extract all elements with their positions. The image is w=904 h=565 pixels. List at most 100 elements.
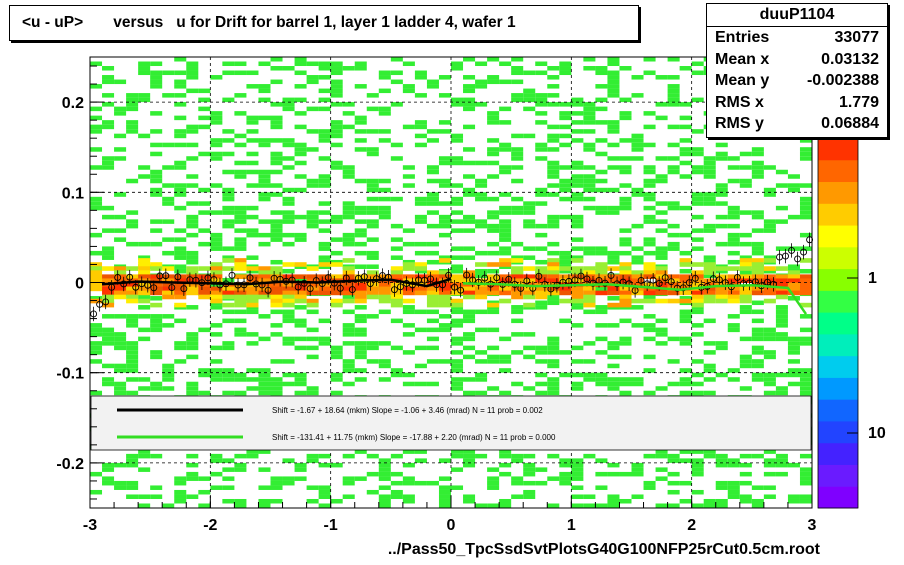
scatter-cell xyxy=(595,106,608,112)
scatter-cell xyxy=(475,178,488,184)
scatter-cell xyxy=(150,169,163,175)
band-cell xyxy=(402,262,415,267)
scatter-cell xyxy=(294,372,307,378)
scatter-cell xyxy=(451,66,464,71)
band-cell xyxy=(667,282,680,288)
scatter-cell xyxy=(751,345,764,351)
scatter-cell xyxy=(186,494,199,499)
scatter-cell xyxy=(751,336,764,342)
scatter-cell xyxy=(547,336,560,342)
profile-point xyxy=(390,286,398,294)
profile-point xyxy=(102,298,110,306)
scatter-cell xyxy=(162,237,175,242)
band-cell xyxy=(246,302,259,308)
band-cell xyxy=(90,282,103,288)
scatter-cell xyxy=(583,66,596,71)
scatter-cell xyxy=(571,160,584,166)
band-cell xyxy=(114,278,127,284)
band-cell xyxy=(186,270,199,275)
scatter-cell xyxy=(174,264,187,269)
scatter-cell xyxy=(342,368,355,373)
scatter-cell xyxy=(655,449,668,454)
scatter-cell xyxy=(607,323,620,328)
scatter-cell xyxy=(451,368,464,373)
scatter-cell xyxy=(306,309,319,315)
scatter-cell xyxy=(787,345,800,351)
scatter-cell xyxy=(306,223,319,229)
band-cell xyxy=(619,298,632,304)
band-cell xyxy=(655,274,668,279)
scatter-cell xyxy=(583,503,596,508)
scatter-cell xyxy=(523,223,536,229)
scatter-cell xyxy=(667,88,680,94)
band-cell xyxy=(234,302,247,308)
scatter-cell xyxy=(102,341,115,346)
scatter-cell xyxy=(667,97,680,103)
scatter-cell xyxy=(162,142,175,148)
scatter-cell xyxy=(571,381,584,387)
scatter-cell xyxy=(366,471,379,477)
scatter-cell xyxy=(426,196,439,202)
scatter-cell xyxy=(126,223,139,229)
band-cell xyxy=(438,286,451,292)
scatter-cell xyxy=(378,462,391,468)
band-cell xyxy=(739,266,752,271)
y-tick-label: 0.1 xyxy=(62,185,84,202)
scatter-cell xyxy=(354,264,367,269)
scatter-cell xyxy=(463,458,476,463)
scatter-cell xyxy=(631,377,644,382)
scatter-cell xyxy=(571,494,584,499)
scatter-cell xyxy=(523,97,536,103)
stats-label: Mean x xyxy=(715,50,770,68)
scatter-cell xyxy=(198,115,211,121)
scatter-cell xyxy=(378,503,391,508)
band-cell xyxy=(451,302,464,308)
scatter-cell xyxy=(390,79,403,85)
band-cell xyxy=(102,278,115,284)
stats-value: -0.002388 xyxy=(806,72,879,89)
scatter-cell xyxy=(354,327,367,333)
scatter-cell xyxy=(607,70,620,76)
band-cell xyxy=(715,266,728,271)
scatter-cell xyxy=(463,187,476,193)
scatter-cell xyxy=(342,309,355,315)
scatter-cell xyxy=(426,138,439,143)
scatter-cell xyxy=(727,210,740,215)
band-cell xyxy=(631,282,644,288)
scatter-cell xyxy=(475,390,488,396)
scatter-cell xyxy=(438,120,451,125)
scatter-cell xyxy=(222,246,235,251)
scatter-cell xyxy=(739,165,752,170)
scatter-cell xyxy=(463,214,476,220)
scatter-cell xyxy=(691,192,704,197)
scatter-cell xyxy=(198,476,211,481)
scatter-cell xyxy=(174,160,187,166)
scatter-cell xyxy=(667,471,680,477)
scatter-cell xyxy=(535,223,548,229)
scatter-cell xyxy=(739,453,752,459)
band-cell xyxy=(739,274,752,279)
scatter-cell xyxy=(523,480,536,486)
band-cell xyxy=(763,298,776,304)
scatter-cell xyxy=(643,178,656,184)
scatter-cell xyxy=(270,323,283,328)
scatter-cell xyxy=(354,232,367,238)
scatter-cell xyxy=(210,120,223,125)
profile-point xyxy=(541,280,549,288)
scatter-cell xyxy=(499,192,512,197)
scatter-cell xyxy=(643,336,656,342)
scatter-cell xyxy=(787,372,800,378)
scatter-cell xyxy=(330,102,343,107)
scatter-cell xyxy=(547,124,560,130)
scatter-cell xyxy=(523,133,536,139)
scatter-cell xyxy=(751,241,764,247)
band-cell xyxy=(438,270,451,275)
band-cell xyxy=(691,278,704,284)
scatter-cell xyxy=(487,111,500,116)
scatter-cell xyxy=(487,147,500,152)
band-cell xyxy=(475,294,488,300)
scatter-cell xyxy=(679,318,692,324)
scatter-cell xyxy=(499,498,512,504)
scatter-cell xyxy=(487,268,500,274)
scatter-cell xyxy=(487,241,500,247)
